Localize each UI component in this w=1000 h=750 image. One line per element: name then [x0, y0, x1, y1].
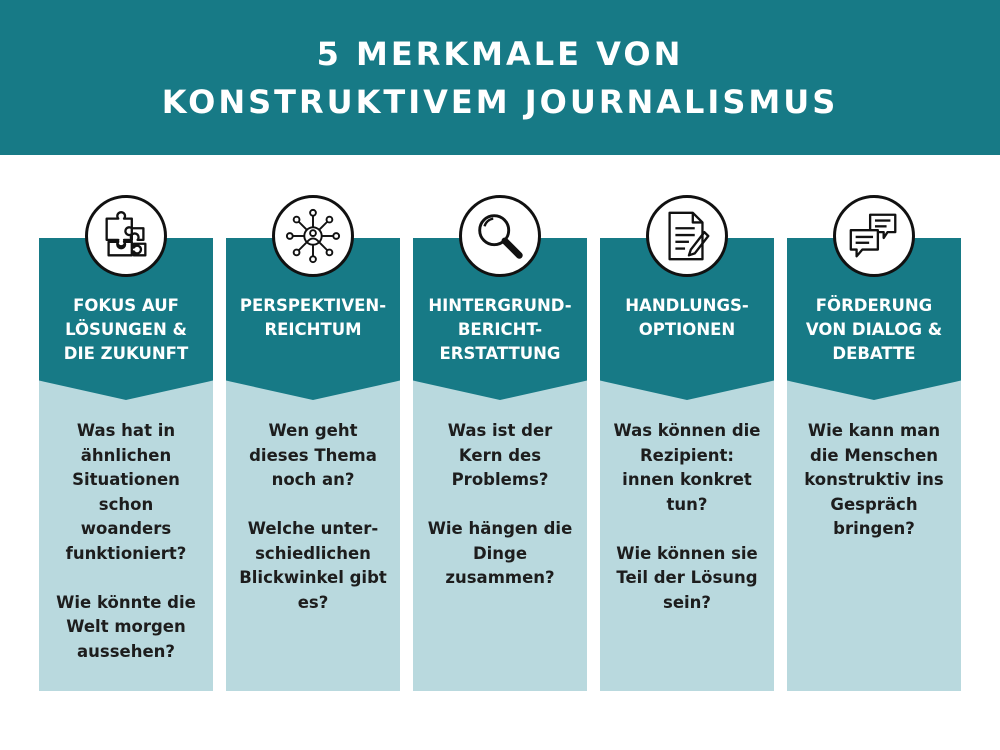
column-title: FÖRDERUNG VON DIALOG & DEBATTE: [805, 296, 943, 363]
page-title-line-1: 5 MERKMALE VON: [316, 34, 684, 73]
column-questions: Wen geht dieses Thema noch an? Welche un…: [239, 421, 387, 612]
magnifier-icon: [459, 195, 541, 277]
column-title: HANDLUNGS- OPTIONEN: [625, 296, 749, 339]
column-questions: Was können die Rezipient: innen konkret …: [613, 421, 761, 612]
document-pen-icon: [646, 195, 728, 277]
feature-column-1: FOKUS AUF LÖSUNGEN & DIE ZUKUNFT Was hat…: [39, 0, 213, 750]
feature-column-4: HANDLUNGS- OPTIONEN Was können die Rezip…: [600, 0, 774, 750]
column-title: FOKUS AUF LÖSUNGEN & DIE ZUKUNFT: [63, 296, 189, 363]
speech-bubbles-icon: [833, 195, 915, 277]
column-body-panel: [226, 380, 400, 691]
feature-column-5: FÖRDERUNG VON DIALOG & DEBATTE Wie kann …: [787, 0, 961, 750]
column-title: HINTERGRUND- BERICHT- ERSTATTUNG: [428, 296, 572, 363]
network-person-icon: [272, 195, 354, 277]
column-questions: Wie kann man die Menschen konstruktiv in…: [804, 421, 944, 538]
feature-column-2: PERSPEKTIVEN- REICHTUM Wen geht dieses T…: [226, 0, 400, 750]
column-questions: Was ist der Kern des Problems? Wie hänge…: [427, 421, 573, 587]
feature-column-3: HINTERGRUND- BERICHT- ERSTATTUNG Was ist…: [413, 0, 587, 750]
column-body-panel: [600, 380, 774, 691]
column-title: PERSPEKTIVEN- REICHTUM: [239, 296, 387, 339]
column-body-panel: [787, 380, 961, 691]
header-banner: 5 MERKMALE VON KONSTRUKTIVEM JOURNALISMU…: [0, 0, 1000, 155]
column-body-panel: [413, 380, 587, 691]
puzzle-icon: [85, 195, 167, 277]
column-questions: Was hat in ähnlichen Situationen schon w…: [56, 421, 196, 661]
page-title-line-2: KONSTRUKTIVEM JOURNALISMUS: [161, 82, 839, 121]
column-body-panel: [39, 380, 213, 691]
